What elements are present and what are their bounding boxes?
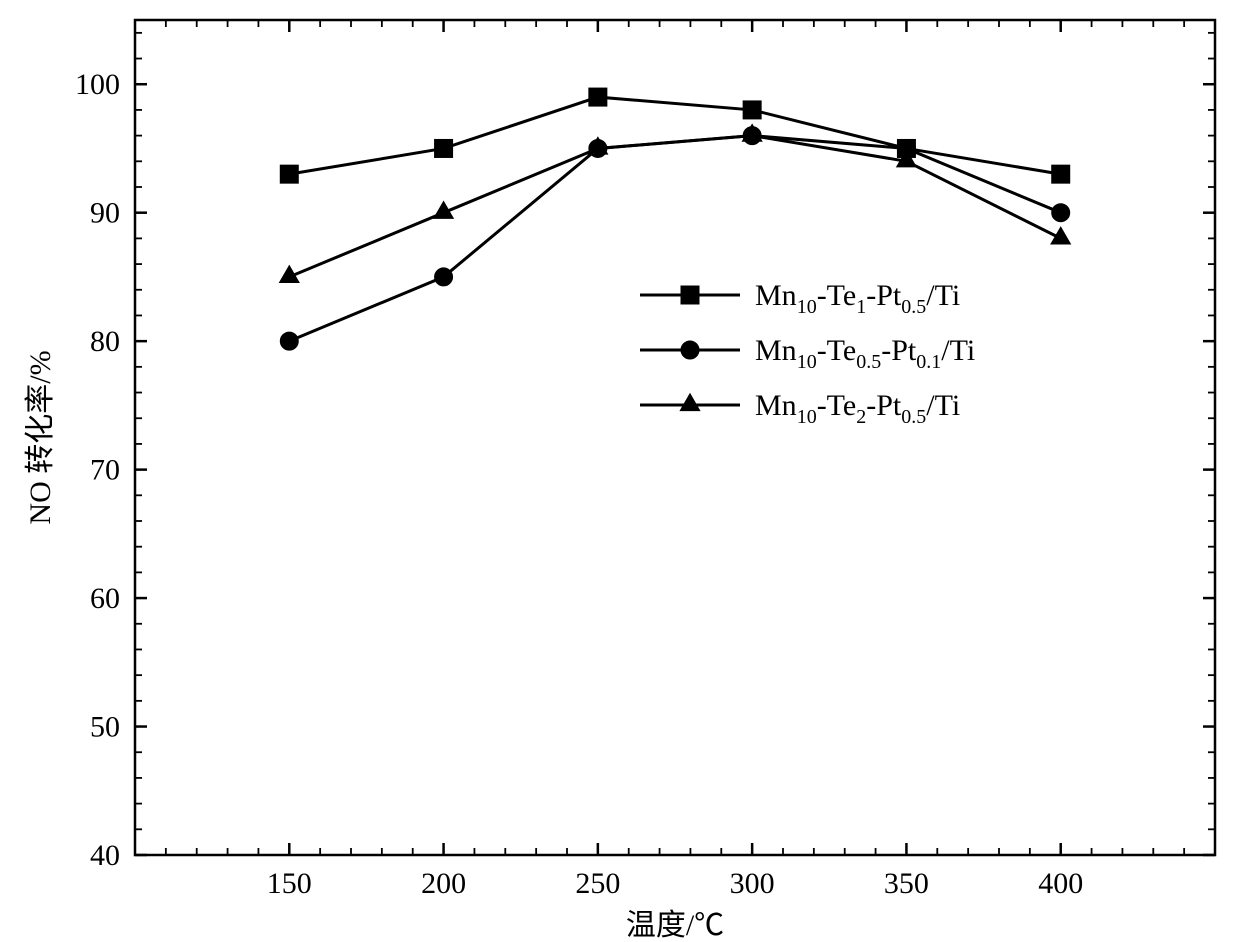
legend-row-s3: Mn10-Te2-Pt0.5/Ti — [640, 389, 960, 428]
x-axis-label: 温度/℃ — [626, 909, 724, 942]
line-chart: 150 200 250 300 350 400 40 50 60 70 80 90 100 温度/℃ NO … — [0, 0, 1240, 942]
legend-row-s2: Mn10-Te0.5-Pt0.1/Ti — [640, 334, 975, 373]
plot-frame — [135, 20, 1215, 855]
y-tick-label: 60 — [90, 582, 120, 615]
y-tick-label: 50 — [90, 711, 120, 744]
y-tick-label: 70 — [90, 454, 120, 487]
y-axis-label: NO 转化率/% — [24, 350, 57, 524]
x-tick-label: 350 — [884, 867, 929, 900]
y-tick-label: 40 — [90, 839, 120, 872]
legend-row-s1: Mn10-Te1-Pt0.5/Ti — [640, 279, 960, 318]
x-tick-label: 300 — [730, 867, 775, 900]
x-tick-label: 150 — [267, 867, 312, 900]
legend-label: Mn10-Te2-Pt0.5/Ti — [755, 389, 960, 428]
chart-container: 150 200 250 300 350 400 40 50 60 70 80 90 100 温度/℃ NO … — [0, 0, 1240, 942]
y-tick-label: 100 — [75, 68, 120, 101]
y-tick-label: 90 — [90, 197, 120, 230]
legend-label: Mn10-Te1-Pt0.5/Ti — [755, 279, 960, 318]
x-tick-label: 400 — [1038, 867, 1083, 900]
series-s3 — [280, 124, 1071, 282]
legend-label: Mn10-Te0.5-Pt0.1/Ti — [755, 334, 975, 373]
x-tick-label: 250 — [575, 867, 620, 900]
series-s2 — [280, 127, 1069, 351]
y-tick-label: 80 — [90, 325, 120, 358]
series-s1 — [280, 88, 1069, 183]
x-tick-label: 200 — [421, 867, 466, 900]
